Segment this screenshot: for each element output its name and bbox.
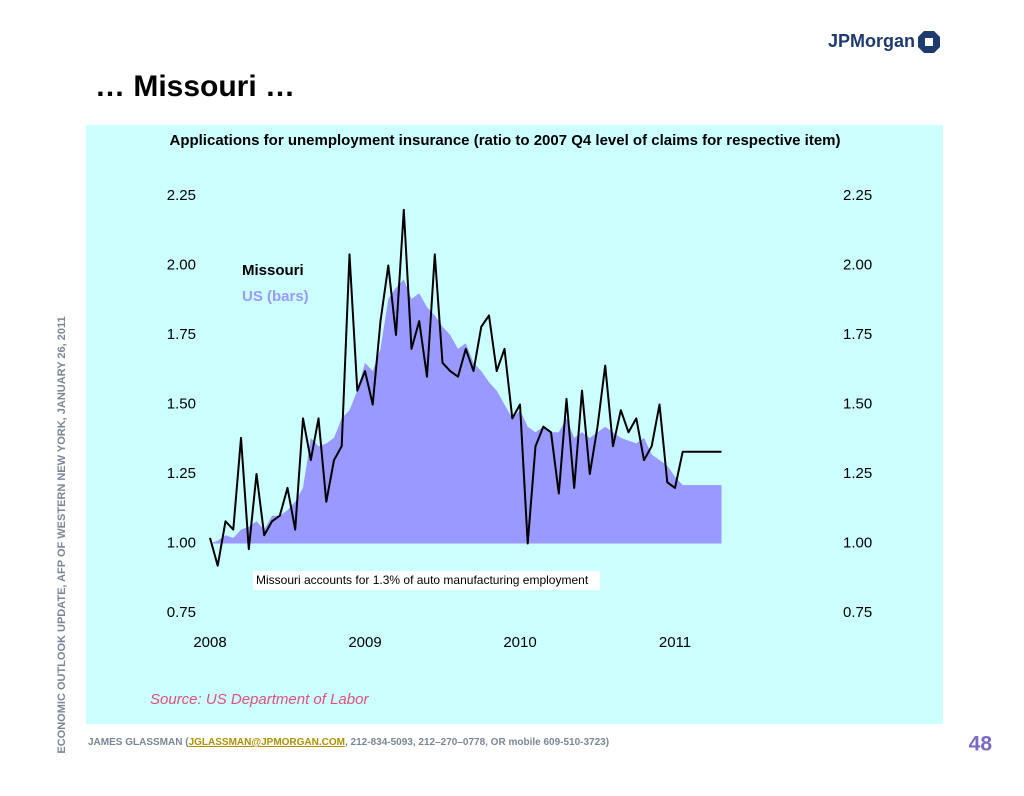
x-tick-label: 2011 (659, 634, 691, 651)
y-tick-label: 1.25 (167, 465, 196, 482)
footer-email[interactable]: JGLASSMAN@JPMORGAN.COM (189, 737, 345, 748)
y2-tick-label: 2.00 (843, 256, 872, 273)
y-tick-label: 0.75 (167, 604, 196, 621)
legend-entry: Missouri (242, 262, 304, 279)
footer: JAMES GLASSMAN (JGLASSMAN@JPMORGAN.COM, … (88, 737, 609, 748)
page-number: 48 (969, 733, 993, 756)
y-tick-label: 2.00 (167, 256, 196, 273)
y-tick-label: 1.00 (167, 534, 196, 551)
y2-tick-label: 0.75 (843, 604, 872, 621)
annotation-box (253, 571, 600, 590)
y-tick-label: 1.75 (167, 326, 196, 343)
chart-title: Applications for unemployment insurance … (169, 132, 840, 149)
footer-prefix: JAMES GLASSMAN ( (88, 737, 189, 748)
y2-tick-label: 2.25 (843, 187, 872, 204)
legend-entry: US (bars) (242, 288, 309, 305)
y2-tick-label: 1.75 (843, 326, 872, 343)
y-tick-label: 2.25 (167, 187, 196, 204)
logo-center (925, 38, 933, 46)
logo-text: JPMorgan (828, 31, 915, 51)
x-tick-label: 2008 (193, 634, 226, 651)
x-tick-label: 2009 (348, 634, 381, 651)
y2-tick-label: 1.00 (843, 534, 872, 551)
footer-suffix: , 212-834-5093, 212–270–0778, OR mobile … (345, 737, 609, 748)
x-tick-label: 2010 (503, 634, 536, 651)
logo-icon (918, 31, 940, 53)
slide-title: … Missouri … (95, 70, 295, 103)
y-tick-label: 1.50 (167, 395, 196, 412)
line (209, 208, 722, 567)
y2-tick-label: 1.50 (843, 395, 872, 412)
annotation: Missouri accounts for 1.3% of auto manuf… (256, 573, 589, 587)
y2-tick-label: 1.25 (843, 465, 872, 482)
source: Source: US Department of Labor (150, 691, 369, 708)
side-note: ECONOMIC OUTLOOK UPDATE, AFP OF WESTERN … (56, 316, 68, 753)
area (210, 279, 722, 544)
